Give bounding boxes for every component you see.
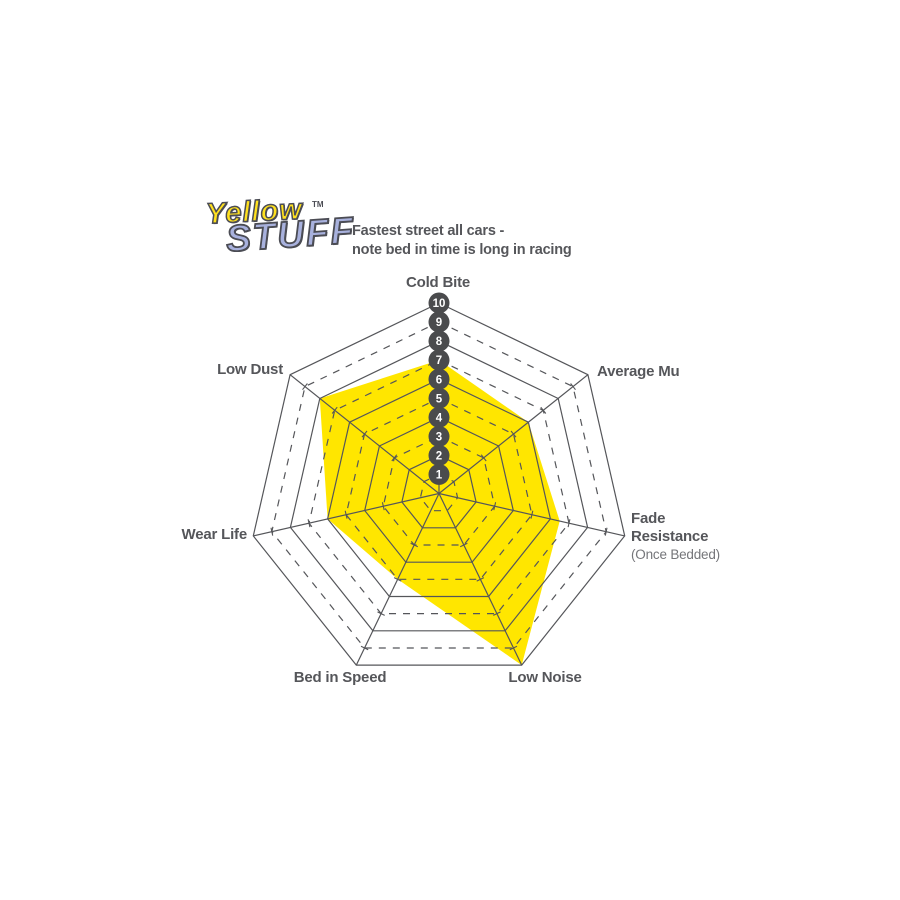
- radar-axis-tick: [604, 527, 608, 536]
- axis-label-cold-bite: Cold Bite: [405, 274, 471, 291]
- fade-label-line2: Resistance: [631, 528, 709, 545]
- radar-axis-tick: [480, 454, 487, 462]
- axis-label-average-mu: Average Mu: [597, 363, 680, 380]
- radar-axis-tick: [530, 510, 534, 519]
- radar-axis-tick: [410, 542, 419, 548]
- scale-badge-4: 4: [428, 406, 450, 428]
- radar-ring-3: [382, 435, 496, 546]
- scale-badge-6: 6: [428, 368, 450, 390]
- radar-ring-8: [289, 340, 589, 632]
- radar-axis-tick: [540, 406, 547, 414]
- axis-label-fade-resistance: Fade Resistance (Once Bedded): [631, 510, 720, 564]
- radar-axis-tick: [307, 519, 311, 528]
- radar-axis-tick: [360, 645, 369, 651]
- radar-ring-1: [419, 473, 459, 512]
- scale-badge-3: 3: [428, 425, 450, 447]
- scale-badge-9: 9: [428, 311, 450, 333]
- scale-badge-10: 10: [428, 292, 450, 314]
- scale-badge-number: 10: [433, 298, 446, 310]
- axis-label-wear-life: Wear Life: [181, 526, 248, 543]
- radar-axis-tick: [393, 577, 402, 582]
- scale-badge-number: 1: [436, 470, 443, 482]
- scale-badge-number: 8: [436, 336, 443, 348]
- scale-badge-7: 7: [428, 349, 450, 371]
- radar-axis-tick: [381, 502, 385, 511]
- scale-badge-number: 7: [436, 355, 442, 367]
- radar-axis-tick: [493, 502, 497, 511]
- scale-badge-5: 5: [428, 387, 450, 409]
- radar-ring-7: [308, 359, 570, 615]
- fade-label-line1: Fade: [631, 510, 666, 527]
- radar-axis-tick: [509, 645, 518, 651]
- scale-badge-number: 3: [436, 432, 442, 444]
- axis-label-low-dust: Low Dust: [217, 361, 283, 378]
- scale-badge-number: 6: [436, 374, 442, 386]
- radar-ring-4: [364, 416, 514, 563]
- scale-badge-number: 9: [436, 317, 442, 329]
- radar-axis-tick: [331, 406, 338, 414]
- scale-badge-8: 8: [428, 330, 450, 352]
- chart-subtitle: Fastest street all cars - note bed in ti…: [352, 222, 572, 260]
- radar-axis-tick: [377, 611, 385, 616]
- yellowstuff-logo: STUFF Yellow TM: [200, 192, 360, 282]
- radar-ring-10: [252, 302, 626, 666]
- radar-axis-tick: [391, 454, 398, 462]
- radar-axis-tick: [459, 542, 468, 548]
- fade-label-line3: (Once Bedded): [631, 547, 720, 562]
- axis-label-low-noise: Low Noise: [508, 669, 582, 686]
- radar-axis-tick: [567, 519, 571, 528]
- radar-axis-tick: [361, 430, 368, 438]
- radar-axis-tick: [270, 527, 274, 536]
- subtitle-line-1: Fastest street all cars -: [352, 223, 505, 239]
- radar-ring-6: [326, 378, 552, 598]
- radar-axis-tick: [302, 383, 308, 391]
- scale-badge-1: 1: [428, 463, 450, 485]
- radar-axis-tick: [510, 430, 517, 438]
- logo-trademark: TM: [312, 200, 324, 209]
- scale-badge-number: 5: [436, 393, 443, 405]
- radar-ring-2: [401, 454, 477, 529]
- radar-axis-tick: [476, 577, 485, 582]
- subtitle-line-2: note bed in time is long in racing: [352, 242, 572, 258]
- radar-axis-tick: [493, 611, 501, 616]
- radar-ring-5: [345, 397, 533, 580]
- scale-badge-number: 4: [436, 412, 443, 424]
- scale-badge-number: 2: [436, 451, 442, 463]
- axis-label-bed-in-speed: Bed in Speed: [293, 669, 387, 686]
- radar-ring-9: [271, 321, 607, 649]
- radar-data-polygon: [319, 360, 560, 666]
- radar-axis-tick: [344, 510, 348, 519]
- radar-axis-tick: [570, 383, 576, 391]
- scale-badge-2: 2: [428, 444, 450, 466]
